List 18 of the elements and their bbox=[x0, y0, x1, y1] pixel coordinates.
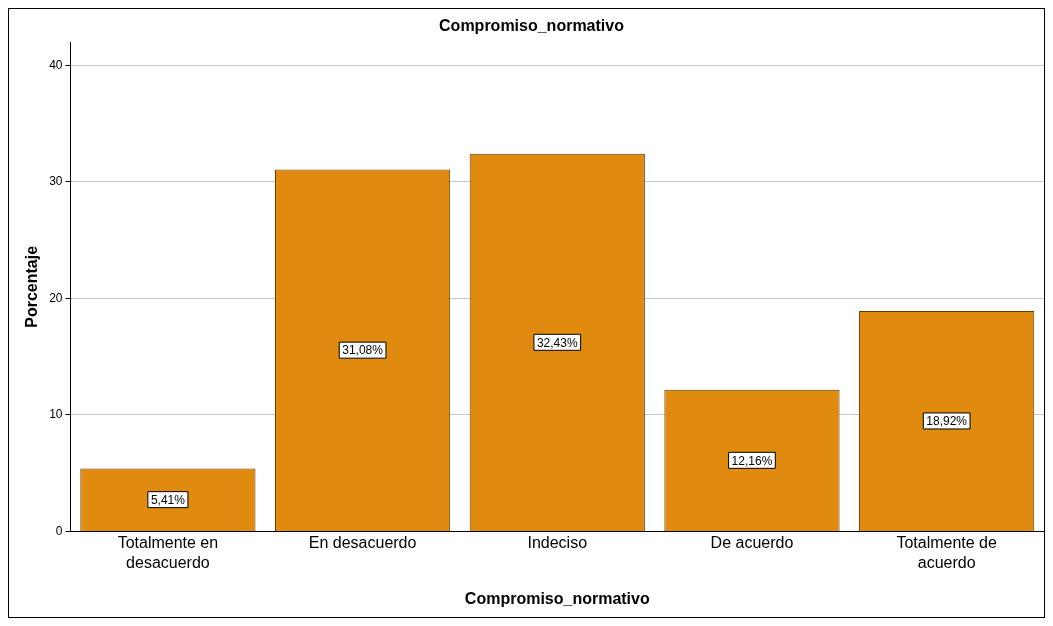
data-label: 31,08% bbox=[342, 343, 384, 358]
y-tick-label: 0 bbox=[55, 523, 63, 538]
y-tick-label: 20 bbox=[49, 290, 63, 305]
x-tick-label: Indeciso bbox=[527, 534, 588, 552]
y-tick-label: 30 bbox=[49, 174, 63, 189]
chart-title: Compromiso_normativo bbox=[439, 17, 625, 35]
x-tick-label: En desacuerdo bbox=[308, 534, 417, 552]
data-label: 12,16% bbox=[731, 453, 773, 468]
data-label: 18,92% bbox=[926, 414, 968, 429]
x-tick-label: Totalmente en desacuerdo bbox=[117, 534, 219, 571]
x-tick-label: De acuerdo bbox=[710, 534, 794, 552]
x-tick-label: Totalmente de acuerdo bbox=[896, 534, 998, 571]
data-label: 5,41% bbox=[150, 492, 186, 507]
data-label: 32,43% bbox=[536, 335, 578, 350]
x-axis-title: Compromiso_normativo bbox=[464, 589, 650, 607]
y-tick-label: 40 bbox=[49, 57, 63, 72]
y-axis-title: Porcentaje bbox=[23, 245, 41, 328]
y-tick-label: 10 bbox=[49, 407, 63, 422]
